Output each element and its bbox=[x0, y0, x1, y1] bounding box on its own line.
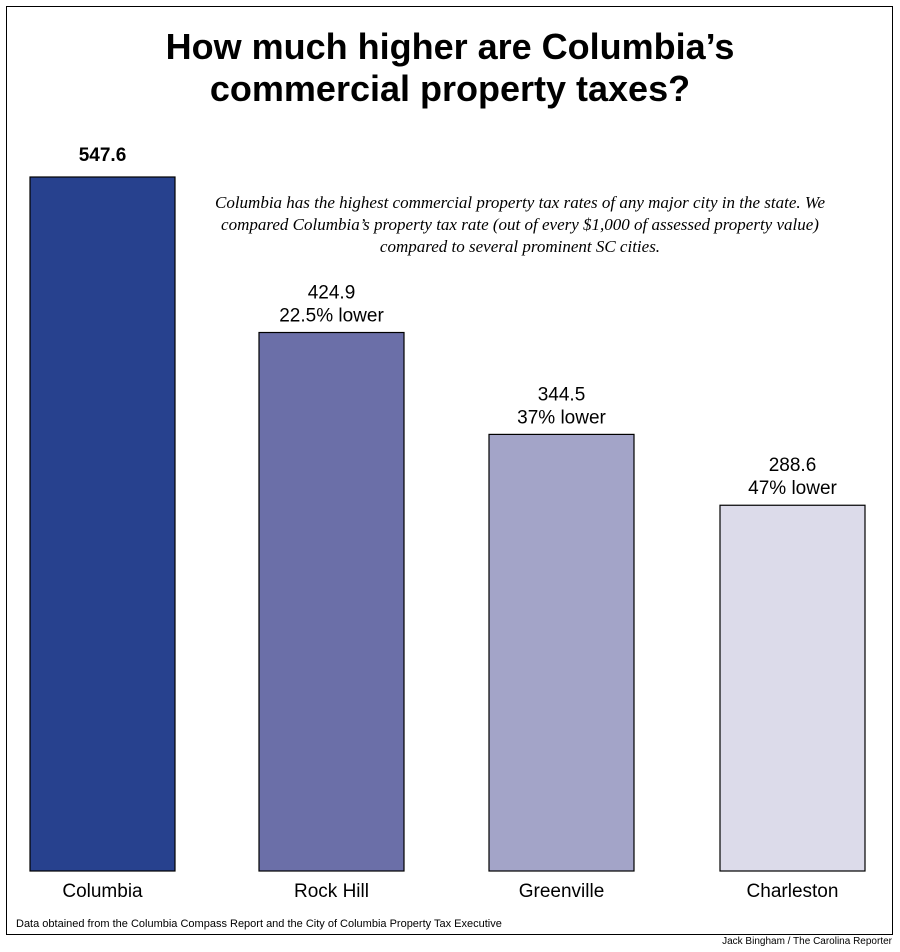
value-label: 344.5 bbox=[538, 384, 586, 405]
value-label: 424.9 bbox=[308, 283, 356, 304]
bar-charleston bbox=[719, 504, 866, 872]
chart-title: How much higher are Columbia’s commercia… bbox=[0, 26, 900, 110]
source-note: Data obtained from the Columbia Compass … bbox=[16, 918, 502, 930]
credit-note: Jack Bingham / The Carolina Reporter bbox=[722, 936, 892, 947]
chart-title-line-2: commercial property taxes? bbox=[209, 68, 691, 109]
value-label: 288.6 bbox=[769, 455, 817, 476]
bar-columbia bbox=[29, 176, 176, 872]
chart-subtitle: Columbia has the highest commercial prop… bbox=[214, 193, 826, 256]
value-label: 547.6 bbox=[79, 145, 127, 166]
category-label: Greenville bbox=[519, 881, 605, 902]
comparison-label: 37% lower bbox=[517, 407, 606, 428]
category-label: Columbia bbox=[62, 881, 143, 902]
category-label: Charleston bbox=[747, 881, 839, 902]
category-label: Rock Hill bbox=[294, 881, 369, 902]
bar-greenville bbox=[488, 433, 635, 872]
comparison-label: 22.5% lower bbox=[279, 306, 384, 327]
comparison-label: 47% lower bbox=[748, 478, 837, 499]
bar-rock-hill bbox=[258, 331, 405, 872]
chart-title-line-1: How much higher are Columbia’s bbox=[165, 26, 735, 67]
